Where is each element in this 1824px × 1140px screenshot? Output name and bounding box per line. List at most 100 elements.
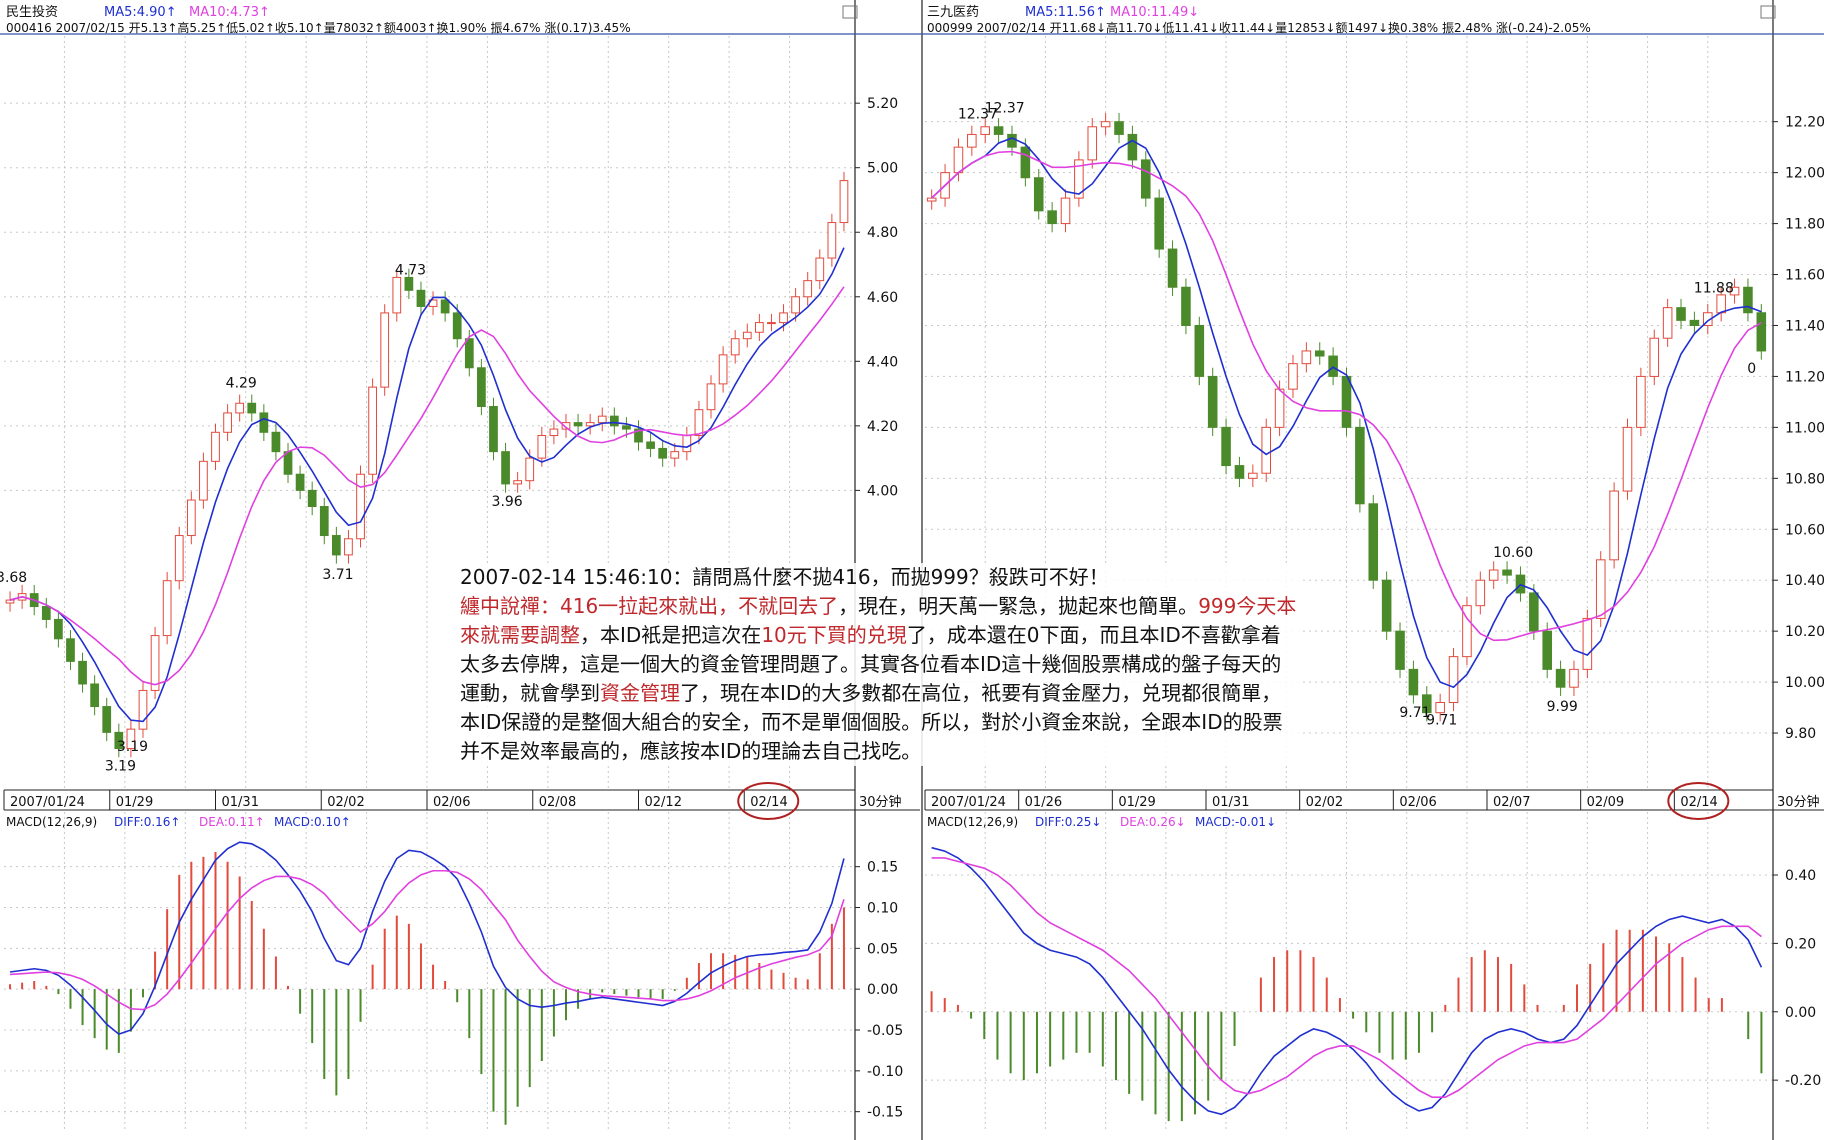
candle [1288,363,1298,390]
candle [1582,617,1593,670]
candle [223,412,232,433]
commentary-highlight: 999今天本來就需要調整 [460,594,1297,647]
candle [1435,701,1445,714]
date-label: 02/07 [1493,795,1530,810]
macd-legend-dea: DEA:0.11↑ [199,815,265,829]
candle [319,506,329,537]
y-tick-label: 4.20 [867,419,898,435]
ma10-legend: MA10:11.49↓ [1110,5,1199,20]
candle [634,428,643,443]
candle [993,126,1004,135]
candle [138,689,148,730]
price-annotation: 3.19 [117,739,148,755]
candle [501,451,510,485]
candle [114,731,124,750]
candle [1020,146,1031,179]
candle [1100,121,1111,128]
candle [416,289,426,307]
candle [658,447,668,459]
macd-tick-label: 0.40 [1785,868,1816,884]
candle [1636,375,1646,428]
candle [464,338,474,369]
candle [66,638,75,662]
candle [1314,350,1325,357]
y-tick-label: 4.00 [867,483,898,499]
y-tick-label: 5.00 [867,161,898,177]
ma5-legend: MA5:4.90↑ [104,5,177,20]
window-toggle-icon [842,5,858,19]
macd-diff-line [931,846,1763,1116]
candle [537,435,547,459]
candle [307,489,317,508]
candle [1141,159,1151,199]
y-tick-label: 10.60 [1785,522,1824,538]
ma10-line [931,150,1762,642]
candle [90,683,100,708]
interval-label: 30分钟 [1777,794,1820,810]
y-tick-label: 10.00 [1785,675,1824,691]
candle [1729,286,1740,296]
candle [742,331,752,340]
ma10-legend: MA10:4.73↑ [189,5,270,20]
ma10-line [9,286,845,686]
macd-dea-line [9,869,845,1011]
candle [1127,133,1138,161]
candle [1488,569,1499,581]
candle [452,312,462,340]
price-annotation: 9.99 [1547,699,1578,715]
price-annotation: 10.60 [1493,545,1533,561]
candle [1234,465,1245,479]
candle [1609,490,1619,561]
candle [1649,337,1660,377]
candle [1047,210,1057,225]
y-tick-label: 4.40 [867,354,898,370]
candle [1595,559,1606,619]
date-label: 2007/01/24 [931,795,1006,810]
candle [1074,159,1084,199]
candle [1555,668,1566,688]
macd-legend-diff: DIFF:0.16↑ [114,815,180,829]
candle [1662,307,1673,339]
candle [549,428,559,437]
macd-tick-label: -0.15 [867,1105,903,1121]
candle [404,276,414,291]
candle [730,338,740,356]
candle [670,451,680,459]
quote-info-line: 000416 2007/02/15 开5.13↑高5.25↑低5.02↑收5.1… [6,20,631,35]
candle [489,405,498,453]
macd-tick-label: 0.15 [867,860,898,876]
y-tick-label: 10.40 [1785,573,1824,589]
macd-tick-label: -0.10 [867,1064,903,1080]
candle [609,415,619,427]
candle [1248,472,1258,479]
candle [706,383,716,411]
date-label: 02/08 [539,795,576,810]
commentary-sentence: 了，成本還在0下面，而且本ID不喜歡拿着太多去停牌，這是一個大的資金管理問題了。… [460,623,1282,705]
price-annotation: 3.96 [492,494,523,510]
candle [779,312,788,324]
candle [1194,324,1205,377]
right-chart-panel: 12.20 12.00 11.80 11.60 11.40 11.20 11.00 10.80… [924,0,1824,1140]
candle [1676,307,1686,321]
y-tick-label: 5.20 [867,96,898,112]
commentary-text: 2007-02-14 15:46:10：請問爲什麼不拋416，而拋999？殺跌可… [460,563,1300,766]
candle [1462,605,1472,658]
date-label: 02/12 [645,795,682,810]
date-label: 02/06 [433,795,470,810]
commentary-sentence: 了，現在本ID的大多數都在高位，衹要有資金壓力，兑現都很簡單，本ID保證的是整個… [460,681,1283,763]
candle [247,402,257,414]
candle [1114,121,1124,135]
ma5-legend: MA5:11.56↑ [1025,5,1106,20]
candle [174,535,184,582]
macd-tick-label: 0.00 [867,982,898,998]
y-tick-label: 11.40 [1785,318,1824,334]
candle [1154,197,1164,250]
macd-tick-label: 0.20 [1785,936,1816,952]
y-tick-label: 10.80 [1785,471,1824,487]
price-annotation: 9.71 [1399,705,1430,721]
date-highlight-circle [1667,782,1730,820]
price-annotation: 0 [1747,361,1756,377]
y-tick-label: 4.60 [867,290,898,306]
candle [1060,197,1071,225]
candle [150,635,160,691]
